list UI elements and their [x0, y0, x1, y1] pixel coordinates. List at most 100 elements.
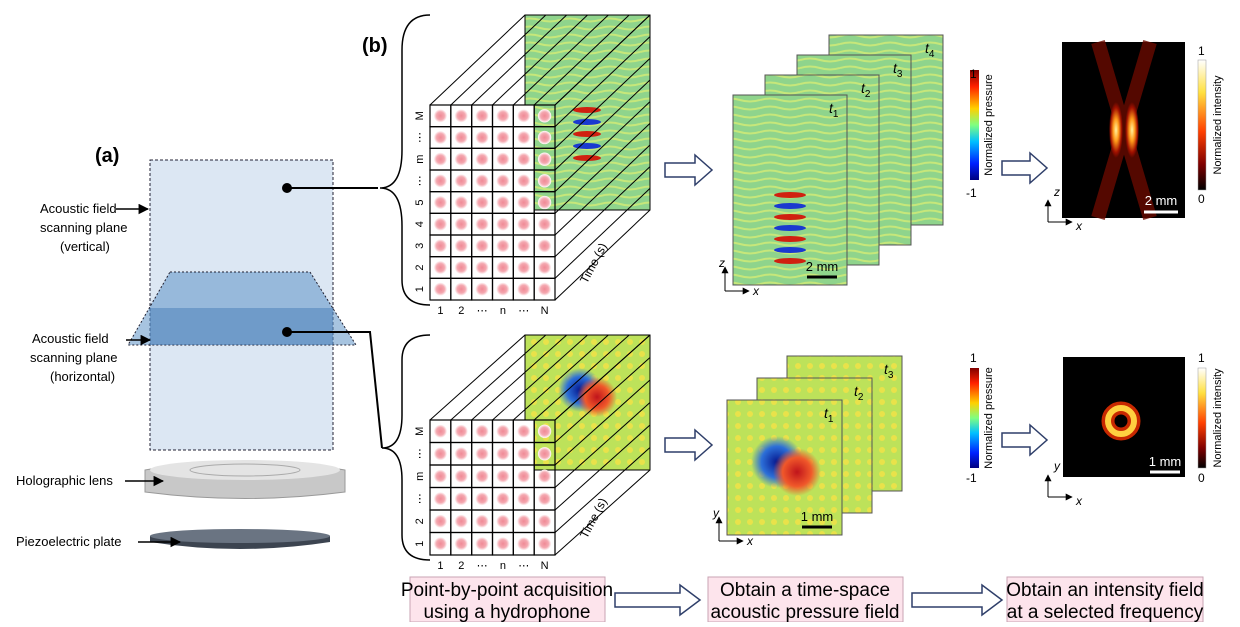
field-feature — [774, 214, 806, 220]
depth-line — [430, 335, 525, 420]
sample-point — [538, 261, 551, 274]
sample-point — [475, 492, 488, 505]
sample-point — [538, 515, 551, 528]
sample-point — [434, 425, 447, 438]
frame-index: 3 — [897, 69, 903, 80]
field-feature — [573, 131, 601, 137]
row-label: 1 — [414, 286, 426, 292]
colorbar-min: -1 — [966, 471, 977, 485]
sample-point — [517, 131, 530, 144]
sample-point — [475, 109, 488, 122]
panel-label: (a) — [95, 145, 119, 167]
sample-point — [455, 470, 468, 483]
field-feature — [774, 203, 806, 209]
intensity-lobe — [1125, 102, 1139, 158]
row-label: ⋯ — [414, 132, 426, 143]
intensity-colorbar — [1198, 60, 1206, 190]
sample-point — [434, 447, 447, 460]
sample-point — [475, 218, 488, 231]
sample-point — [434, 131, 447, 144]
sample-point — [517, 537, 530, 550]
flow-arrow — [665, 155, 712, 185]
flow-arrow — [615, 585, 700, 615]
step-text: Obtain a time-space — [720, 580, 890, 601]
frame-index: 1 — [828, 414, 834, 425]
colorbar-min: 0 — [1198, 192, 1205, 206]
sample-point — [517, 196, 530, 209]
sample-point — [538, 196, 551, 209]
col-label: N — [541, 305, 549, 317]
time-axis-label: Time (s) — [577, 496, 610, 541]
row-label: ⋯ — [414, 175, 426, 186]
field-feature — [774, 247, 806, 253]
sample-point — [455, 131, 468, 144]
sample-point — [496, 239, 509, 252]
row-label: 5 — [414, 199, 426, 205]
row-label: ⋯ — [414, 448, 426, 459]
label: scanning plane — [40, 220, 127, 235]
colorbar-label: Normalized pressure — [983, 74, 995, 175]
sample-point — [455, 447, 468, 460]
col-label: 1 — [437, 560, 443, 572]
sample-point — [434, 261, 447, 274]
row-label: 4 — [414, 221, 426, 227]
field-feature — [774, 225, 806, 231]
sample-point — [455, 109, 468, 122]
pressure-frame: t1 — [733, 95, 847, 285]
sample-point — [538, 425, 551, 438]
row-label: ⋯ — [414, 493, 426, 504]
colorbar-max: 1 — [970, 67, 977, 81]
sample-point — [517, 239, 530, 252]
frame-index: 1 — [833, 109, 839, 120]
sample-point — [455, 283, 468, 296]
colorbar-label: Normalized intensity — [1212, 368, 1224, 468]
flow-arrow — [1002, 425, 1047, 455]
sample-point — [455, 425, 468, 438]
axis-label: y — [712, 506, 720, 520]
axis-label: x — [746, 534, 754, 548]
intensity-colorbar — [1198, 368, 1206, 468]
sample-point — [475, 470, 488, 483]
sample-point — [538, 537, 551, 550]
col-label: n — [500, 560, 506, 572]
row-label: 1 — [414, 541, 426, 547]
sample-point — [475, 283, 488, 296]
brace — [382, 335, 430, 560]
sample-point — [434, 515, 447, 528]
sample-point — [475, 261, 488, 274]
sample-point — [496, 196, 509, 209]
sample-point — [538, 131, 551, 144]
sample-point — [496, 109, 509, 122]
label: (vertical) — [60, 239, 110, 254]
label: Acoustic field — [40, 201, 117, 216]
row-label: m — [414, 472, 426, 481]
sample-point — [434, 283, 447, 296]
colorbar-max: 1 — [1198, 351, 1205, 365]
colorbar-max: 1 — [1198, 44, 1205, 58]
label: Piezoelectric plate — [16, 534, 122, 549]
panel-label: (b) — [362, 35, 388, 57]
plane-labels: Acoustic field scanning plane (vertical)… — [16, 201, 127, 549]
sample-point — [496, 261, 509, 274]
sample-point — [496, 470, 509, 483]
sample-point — [538, 239, 551, 252]
frame-index: 2 — [865, 89, 871, 100]
sample-point — [475, 425, 488, 438]
sample-point — [475, 174, 488, 187]
sample-point — [455, 196, 468, 209]
col-label: 1 — [437, 305, 443, 317]
sample-point — [538, 470, 551, 483]
sample-point — [496, 283, 509, 296]
body: { "panel_a": { "label": "(a)", "vertical… — [0, 0, 1240, 622]
row-label: 3 — [414, 243, 426, 249]
sample-point — [475, 239, 488, 252]
row-label: M — [414, 111, 426, 120]
lens-top — [150, 460, 340, 480]
sample-point — [538, 218, 551, 231]
colorbar-min: -1 — [966, 186, 977, 200]
sample-point — [434, 196, 447, 209]
sample-point — [455, 218, 468, 231]
col-label: 2 — [458, 560, 464, 572]
